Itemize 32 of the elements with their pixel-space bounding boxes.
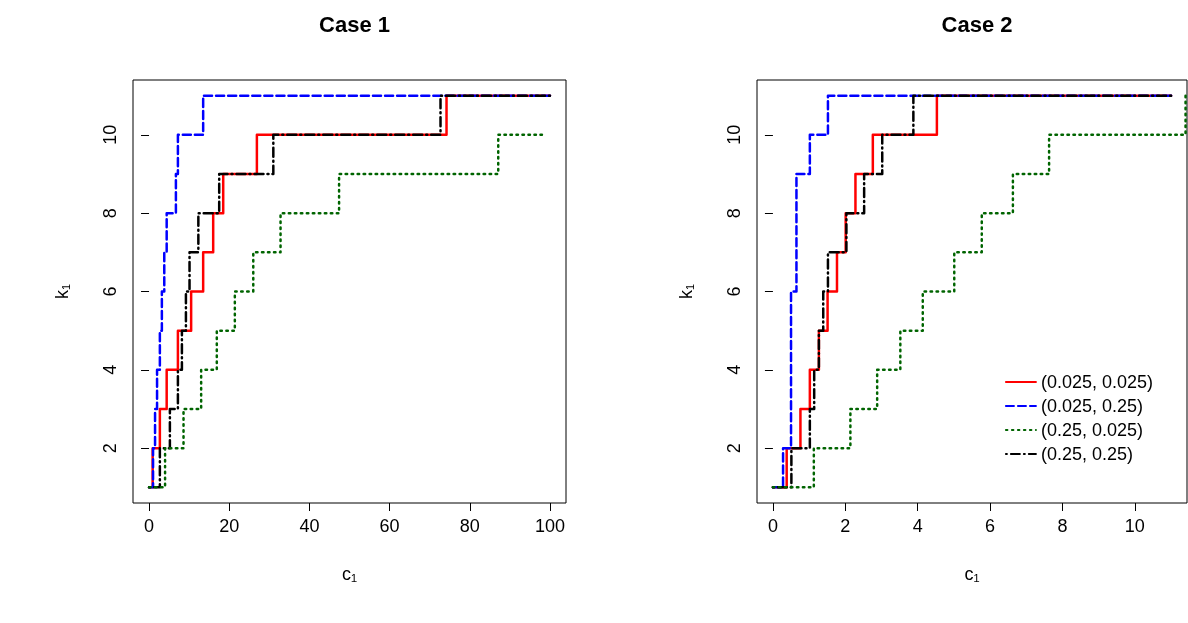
chart-title: Case 2 bbox=[941, 11, 1013, 37]
y-tick-label: 10 bbox=[724, 124, 744, 145]
x-tick-label: 60 bbox=[379, 516, 400, 536]
y-tick-label: 4 bbox=[100, 364, 120, 375]
y-tick-label: 4 bbox=[724, 364, 744, 375]
x-tick-label: 4 bbox=[912, 516, 923, 536]
x-tick-label: 0 bbox=[144, 516, 155, 536]
y-axis-title: k₁ bbox=[676, 283, 696, 300]
y-tick-label: 6 bbox=[724, 286, 744, 297]
x-tick-label: 40 bbox=[299, 516, 320, 536]
x-tick-label: 80 bbox=[459, 516, 480, 536]
x-tick-label: 8 bbox=[1057, 516, 1068, 536]
x-axis-title: c₁ bbox=[341, 564, 358, 584]
y-axis-title: k₁ bbox=[52, 283, 72, 300]
y-tick-label: 6 bbox=[100, 286, 120, 297]
y-tick-label: 8 bbox=[724, 208, 744, 219]
legend-label: (0.025, 0.025) bbox=[1040, 372, 1153, 392]
y-tick-label: 10 bbox=[100, 124, 120, 145]
legend-label: (0.25, 0.25) bbox=[1040, 444, 1133, 464]
chart-title: Case 1 bbox=[319, 11, 390, 37]
x-axis-title: c₁ bbox=[964, 564, 980, 584]
y-tick-label: 2 bbox=[724, 443, 744, 454]
x-tick-label: 6 bbox=[985, 516, 996, 536]
x-tick-label: 2 bbox=[840, 516, 851, 536]
legend-label: (0.025, 0.25) bbox=[1040, 396, 1143, 416]
x-tick-label: 100 bbox=[534, 516, 565, 536]
y-tick-label: 2 bbox=[100, 443, 120, 454]
x-tick-label: 0 bbox=[767, 516, 778, 536]
y-tick-label: 8 bbox=[100, 208, 120, 219]
legend-label: (0.25, 0.025) bbox=[1040, 420, 1143, 440]
x-tick-label: 20 bbox=[219, 516, 240, 536]
x-tick-label: 10 bbox=[1124, 516, 1145, 536]
